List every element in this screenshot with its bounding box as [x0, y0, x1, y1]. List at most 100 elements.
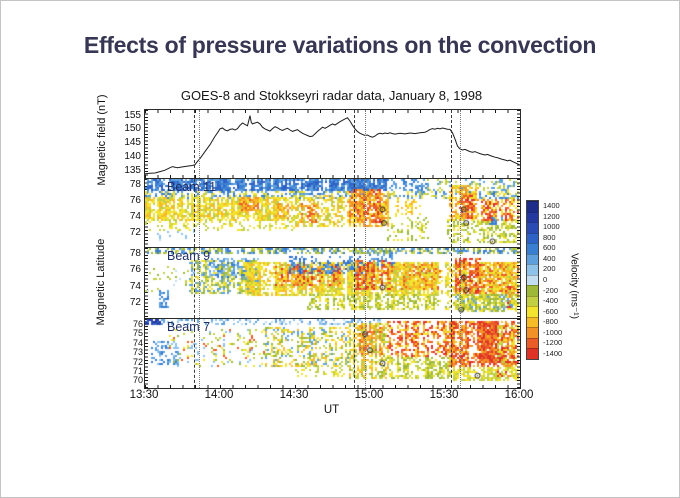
colorbar-tick-label: -1000: [543, 327, 563, 337]
colorbar-tick-label: 1000: [543, 222, 560, 232]
y-tick-label: 135: [124, 165, 141, 177]
y-tick-label: 155: [124, 109, 141, 121]
y-tick-label: 150: [124, 123, 141, 135]
colorbar-segment: [527, 253, 538, 265]
magnetic-field-line-chart: [145, 115, 520, 175]
colorbar-tick-label: 400: [543, 253, 556, 263]
magnetic-field-panel: 155 150 145 140 135: [124, 109, 521, 179]
colorbar-segment: [527, 285, 538, 296]
colorbar-segment: [527, 222, 538, 233]
y-tick-label: 74: [129, 210, 141, 222]
beam-9-panel: Beam 9 78 76 74 72: [130, 247, 521, 319]
y-tick-label: 74: [129, 280, 141, 292]
x-tick-label: 15:30: [429, 389, 459, 401]
event-line-dotted: [199, 248, 200, 318]
y-tick-label: 72: [132, 356, 143, 367]
event-line-dashed: [194, 319, 195, 388]
colorbar-tick-label: 600: [543, 243, 556, 253]
time-minor-ticks: [145, 175, 520, 178]
x-tick-label: 15:00: [354, 389, 384, 401]
colorbar-segment: [527, 327, 538, 338]
colorbar-segment: [527, 316, 538, 328]
colorbar-tick-label: 200: [543, 264, 556, 274]
event-line-dashed: [451, 110, 452, 178]
event-line-dashed: [451, 319, 452, 388]
event-line-dotted: [199, 319, 200, 388]
time-minor-ticks: [145, 385, 520, 388]
colorbar-tick-label: -1400: [543, 348, 563, 358]
time-minor-ticks-top: [145, 110, 520, 113]
beam-7-panel: Beam 7 76 75 74 73 72 71 70: [133, 318, 521, 389]
colorbar-tick-label: -200: [543, 285, 559, 295]
colorbar-tick-label: 0: [543, 275, 548, 284]
event-line-dashed: [194, 248, 195, 318]
event-line-dotted: [460, 319, 461, 388]
colorbar-segment: [527, 264, 538, 275]
y-tick-label: 76: [129, 264, 141, 276]
y-tick-label: 74: [132, 337, 143, 348]
x-tick-label: 14:30: [279, 389, 309, 401]
beam-7-heatmap: [145, 319, 520, 388]
y-tick-label: 73: [132, 347, 143, 357]
event-line-dotted: [460, 110, 461, 178]
event-line-dotted: [365, 319, 366, 388]
event-line-dashed: [354, 248, 355, 318]
event-line-dotted: [365, 110, 366, 178]
y-tick-label: 78: [129, 178, 141, 190]
velocity-colorbar: 1400 1200 1000 800 600 400 200 0 -200 -400 -600 -80…: [526, 200, 562, 360]
event-line-dashed: [194, 110, 195, 178]
colorbar-tick-label: -400: [543, 296, 559, 306]
beam-11-heatmap: [145, 179, 520, 247]
event-line-dashed: [451, 248, 452, 318]
event-line-dashed: [354, 179, 355, 247]
colorbar-segment: [527, 274, 538, 286]
event-line-dashed: [354, 319, 355, 388]
colorbar-segment: [527, 295, 538, 307]
y-tick-label: 76: [129, 194, 141, 206]
slide-title: Effects of pressure variations on the co…: [83, 32, 597, 58]
y-tick-label: 78: [129, 247, 141, 259]
x-tick-label: 16:00: [504, 389, 534, 401]
figure-title: GOES-8 and Stokkseyri radar data, Januar…: [180, 88, 483, 103]
colorbar-segment: [527, 232, 538, 244]
y-tick-label: 75: [132, 328, 143, 339]
y-tick-label: 72: [129, 226, 141, 238]
event-line-dotted: [199, 179, 200, 247]
time-axis-label: UT: [323, 404, 340, 416]
colorbar-tick-label: 800: [543, 232, 556, 242]
beam-11-label: Beam 11: [167, 180, 217, 194]
colorbar-tick-label: 1200: [543, 211, 560, 221]
colorbar-tick-label: -1200: [543, 338, 563, 348]
magnetic-field-series: [145, 115, 520, 175]
colorbar-tick-label: -600: [543, 306, 559, 316]
event-line-dotted: [460, 248, 461, 318]
y-tick-label: 76: [132, 318, 143, 329]
colorbar-segment: [527, 201, 538, 212]
colorbar-segment: [527, 211, 538, 223]
colorbar-segment: [527, 337, 538, 349]
event-line-dashed: [451, 179, 452, 247]
y-tick-label: 145: [124, 137, 141, 149]
beam-7-label: Beam 7: [167, 320, 211, 334]
y-tick-label: 72: [129, 297, 141, 309]
x-tick-label: 13:30: [129, 389, 159, 401]
colorbar-segment: [527, 306, 538, 317]
colorbar-tick-label: -800: [543, 317, 559, 327]
colorbar-segment: [527, 243, 538, 254]
y-tick-label: 70: [132, 375, 143, 386]
x-tick-label: 14:00: [204, 389, 234, 401]
magnetic-field-axis-label: Magnetic field (nT): [96, 94, 108, 186]
y-tick-label: 140: [124, 151, 141, 163]
y-tick-label: 71: [132, 365, 143, 376]
event-line-dashed: [194, 179, 195, 247]
event-line-dashed: [354, 110, 355, 178]
beam-9-heatmap: [145, 248, 520, 318]
event-line-dotted: [460, 179, 461, 247]
event-line-dotted: [365, 248, 366, 318]
event-line-dotted: [199, 110, 200, 178]
event-line-dotted: [365, 179, 366, 247]
colorbar-segment: [527, 348, 538, 359]
velocity-axis-label: Velocity (ms⁻¹): [568, 253, 580, 319]
beam-9-label: Beam 9: [167, 249, 211, 263]
